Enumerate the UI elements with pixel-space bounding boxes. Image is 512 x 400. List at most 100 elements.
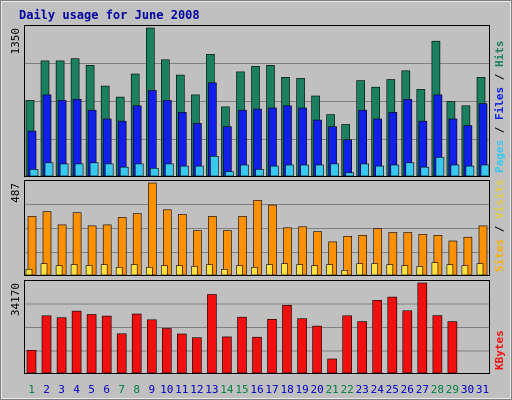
legend-entry-visits: Visits: [493, 179, 506, 219]
bar-visits-sites-day-28: [431, 262, 439, 276]
plot-border-visits: [24, 180, 490, 276]
day-label-19: 19: [295, 383, 308, 396]
day-label-3: 3: [58, 383, 65, 396]
ymax-label-visits: 487: [9, 183, 22, 203]
bar-kbytes-kbytes-day-6: [101, 315, 112, 374]
bar-visits-sites-day-20: [311, 265, 318, 276]
bar-visits-visits-day-14: [223, 230, 232, 276]
legend-space: [493, 219, 506, 226]
ymax-label-hits: 1350: [9, 28, 22, 55]
bar-hits-pages-day-14: [225, 171, 234, 177]
bar-kbytes-kbytes-day-22: [342, 315, 353, 374]
bar-hits-files-day-14: [223, 126, 232, 177]
bar-hits-pages-day-26: [405, 162, 415, 177]
legend-entry-sep: /: [493, 225, 506, 232]
day-label-6: 6: [103, 383, 110, 396]
bar-visits-visits-day-22: [343, 236, 353, 276]
bar-visits-sites-day-6: [100, 264, 108, 276]
bar-visits-sites-day-2: [40, 263, 48, 276]
bar-visits-sites-day-10: [161, 265, 168, 276]
panel-hits: 1350 Pages / Files / Hits: [9, 25, 506, 177]
bar-visits-sites-day-5: [85, 265, 93, 276]
bar-kbytes-kbytes-day-4: [71, 310, 82, 374]
chart-title: Daily usage for June 2008: [19, 8, 200, 22]
day-label-23: 23: [356, 383, 369, 396]
bar-visits-sites-day-9: [146, 267, 153, 276]
day-label-7: 7: [118, 383, 125, 396]
panel-visits: 487 Sites / Visits: [9, 179, 506, 276]
bar-visits-sites-day-31: [476, 263, 484, 276]
bar-kbytes-kbytes-day-13: [207, 294, 217, 374]
bar-visits-sites-day-11: [176, 265, 183, 276]
day-label-14: 14: [220, 383, 234, 396]
legend-space: [493, 133, 506, 140]
bar-kbytes-kbytes-day-25: [387, 296, 398, 374]
day-label-1: 1: [28, 383, 35, 396]
bar-hits-pages-day-12: [195, 165, 204, 177]
bar-hits-files-day-22: [343, 139, 353, 177]
day-label-25: 25: [386, 383, 399, 396]
bar-hits-pages-day-6: [104, 163, 114, 177]
bar-kbytes-kbytes-day-1: [26, 349, 37, 374]
bar-visits-sites-day-1: [25, 268, 33, 276]
bar-kbytes-kbytes-day-15: [237, 316, 247, 374]
bar-kbytes-kbytes-day-3: [56, 317, 67, 374]
bar-hits-pages-day-4: [74, 163, 84, 177]
legend-entry-files: Files: [493, 87, 506, 120]
bar-hits-pages-day-20: [315, 164, 324, 177]
bar-hits-pages-day-5: [89, 162, 99, 177]
bar-visits-sites-day-30: [461, 265, 469, 276]
day-label-22: 22: [341, 383, 354, 396]
legend-entry-sep: /: [493, 126, 506, 133]
bar-hits-pages-day-13: [210, 156, 219, 177]
bar-visits-sites-day-4: [70, 264, 78, 276]
bar-visits-visits-day-9: [148, 182, 157, 276]
bar-visits-sites-day-21: [326, 264, 333, 276]
bar-kbytes-kbytes-day-27: [417, 282, 428, 374]
bar-hits-pages-day-29: [450, 164, 460, 177]
bar-hits-pages-day-1: [29, 169, 39, 177]
bar-visits-sites-day-17: [266, 264, 273, 276]
bar-hits-pages-day-8: [134, 163, 144, 177]
bar-kbytes-kbytes-day-29: [447, 321, 458, 374]
legend-kbytes: KBytes: [493, 330, 506, 370]
bar-visits-sites-day-25: [386, 264, 394, 276]
legend-space: [493, 232, 506, 239]
bar-visits-sites-day-13: [206, 264, 213, 276]
legend-entry-sep: /: [493, 73, 506, 80]
bar-visits-sites-day-29: [446, 264, 454, 276]
bar-kbytes-kbytes-day-21: [327, 358, 337, 374]
bar-kbytes-kbytes-day-14: [222, 336, 232, 374]
bar-visits-visits-day-7: [117, 217, 127, 276]
bar-hits-pages-day-23: [360, 163, 370, 177]
legend-entry-sites: Sites: [493, 239, 506, 272]
bar-visits-visits-day-1: [27, 216, 37, 276]
bar-kbytes-kbytes-day-26: [402, 310, 413, 374]
bar-visits-sites-day-16: [251, 267, 258, 276]
bar-kbytes-kbytes-day-9: [147, 319, 157, 374]
day-label-28: 28: [431, 383, 444, 396]
bar-kbytes-kbytes-day-11: [177, 333, 187, 374]
bar-visits-sites-day-12: [191, 266, 198, 276]
bar-kbytes-kbytes-day-24: [372, 299, 383, 374]
bar-kbytes-kbytes-day-19: [297, 318, 307, 374]
bar-kbytes-kbytes-day-20: [312, 325, 322, 374]
bar-hits-pages-day-31: [480, 164, 490, 177]
bar-hits-pages-day-9: [150, 168, 159, 177]
bar-hits-files-day-16: [253, 108, 262, 177]
bar-kbytes-kbytes-day-17: [267, 318, 277, 374]
day-label-20: 20: [310, 383, 323, 396]
bar-visits-sites-day-14: [221, 268, 228, 276]
bar-hits-pages-day-17: [270, 165, 279, 177]
legend-space: [493, 80, 506, 87]
plot-border-hits: [24, 25, 490, 177]
bar-hits-pages-day-3: [59, 163, 69, 177]
panels-group: 1350 Pages / Files / Hits 487 Sites / Visit…: [9, 25, 506, 374]
day-label-2: 2: [43, 383, 50, 396]
bar-hits-pages-day-18: [285, 164, 294, 177]
bar-visits-sites-day-15: [236, 265, 243, 276]
bar-visits-sites-day-8: [130, 264, 138, 276]
day-label-29: 29: [446, 383, 459, 396]
